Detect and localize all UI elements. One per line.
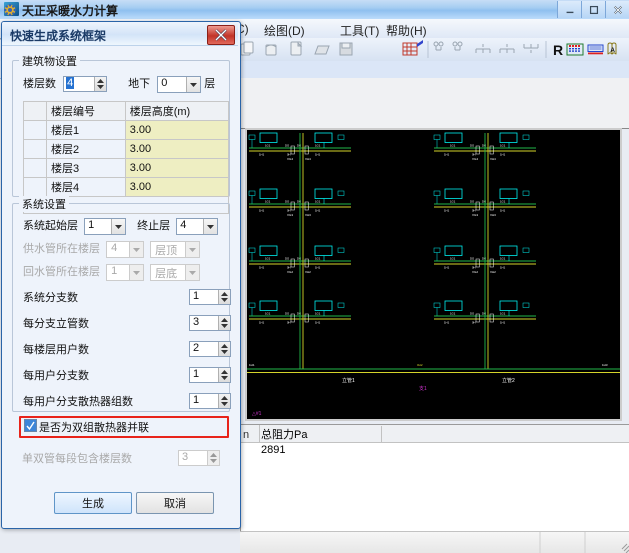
svg-text:1H1: 1H1 <box>315 266 321 270</box>
svg-text:支1: 支1 <box>419 385 427 392</box>
svg-text:0H: 0H <box>287 321 291 325</box>
svg-text:0H: 0H <box>287 209 291 213</box>
svg-text:1G1: 1G1 <box>315 144 321 148</box>
svg-text:1G1: 1G1 <box>315 200 321 204</box>
svg-text:VG3: VG3 <box>472 213 478 217</box>
svg-text:DG: DG <box>470 257 474 261</box>
svg-text:0H: 0H <box>287 153 291 157</box>
svg-text:1H1: 1H1 <box>500 321 506 325</box>
svg-text:1G1: 1G1 <box>265 144 271 148</box>
svg-text:R: R <box>553 42 563 58</box>
svg-text:1H1: 1H1 <box>444 321 450 325</box>
svg-text:1H1: 1H1 <box>500 209 506 213</box>
svg-text:DG: DG <box>482 200 486 204</box>
svg-text:1H1: 1H1 <box>315 153 321 157</box>
svg-text:VG2: VG2 <box>287 270 293 274</box>
svg-text:1H1: 1H1 <box>259 266 265 270</box>
svg-text:1H1: 1H1 <box>315 209 321 213</box>
svg-text:VH4: VH4 <box>305 157 311 161</box>
svg-text:1G1: 1G1 <box>265 312 271 316</box>
svg-text:VG4: VG4 <box>287 157 293 161</box>
svg-text:1G1: 1G1 <box>265 200 271 204</box>
svg-text:0H: 0H <box>472 209 476 213</box>
svg-text:1H1: 1H1 <box>500 153 506 157</box>
svg-text:1H1: 1H1 <box>315 321 321 325</box>
svg-text:1H1: 1H1 <box>259 153 265 157</box>
svg-text:DG: DG <box>482 312 486 316</box>
svg-text:0H: 0H <box>472 321 476 325</box>
svg-text:DG: DG <box>285 312 289 316</box>
svg-text:A: A <box>610 47 615 54</box>
svg-text:DG: DG <box>285 200 289 204</box>
svg-text:立管2: 立管2 <box>502 377 515 384</box>
svg-text:DG: DG <box>285 144 289 148</box>
svg-text:0H: 0H <box>472 266 476 270</box>
svg-text:VH3: VH3 <box>305 213 311 217</box>
svg-text:1G1: 1G1 <box>450 144 456 148</box>
svg-text:立管1: 立管1 <box>342 377 355 384</box>
svg-text:VG3: VG3 <box>287 213 293 217</box>
svg-text:1H1: 1H1 <box>444 266 450 270</box>
svg-text:1H1: 1H1 <box>259 321 265 325</box>
svg-text:△#1: △#1 <box>252 411 262 417</box>
svg-text:1G1: 1G1 <box>315 312 321 316</box>
svg-text:DG: DG <box>470 200 474 204</box>
svg-text:1H1: 1H1 <box>444 153 450 157</box>
svg-text:DG: DG <box>482 144 486 148</box>
svg-text:DG: DG <box>470 312 474 316</box>
svg-text:1G1: 1G1 <box>450 257 456 261</box>
svg-text:1G1: 1G1 <box>500 144 506 148</box>
svg-text:1G1: 1G1 <box>265 257 271 261</box>
svg-text:VG4: VG4 <box>472 157 478 161</box>
svg-text:0H2: 0H2 <box>417 363 423 367</box>
svg-text:VH2: VH2 <box>490 270 496 274</box>
svg-text:1G1: 1G1 <box>450 200 456 204</box>
svg-text:DG: DG <box>482 257 486 261</box>
svg-text:DG: DG <box>297 257 301 261</box>
svg-text:1H1: 1H1 <box>249 363 255 367</box>
svg-text:1G1: 1G1 <box>315 257 321 261</box>
svg-text:DG: DG <box>285 257 289 261</box>
svg-text:VH2: VH2 <box>305 270 311 274</box>
svg-text:1G1: 1G1 <box>500 257 506 261</box>
svg-text:1H1: 1H1 <box>259 209 265 213</box>
svg-text:VG2: VG2 <box>472 270 478 274</box>
svg-text:DG: DG <box>297 144 301 148</box>
svg-text:1G1: 1G1 <box>500 312 506 316</box>
svg-text:1H1: 1H1 <box>500 266 506 270</box>
svg-text:DG: DG <box>470 144 474 148</box>
svg-text:VH4: VH4 <box>490 157 496 161</box>
svg-text:1H1: 1H1 <box>444 209 450 213</box>
svg-text:1G1: 1G1 <box>500 200 506 204</box>
svg-text:DG: DG <box>297 312 301 316</box>
svg-text:0H: 0H <box>287 266 291 270</box>
svg-text:0H: 0H <box>472 153 476 157</box>
svg-text:1H3: 1H3 <box>602 363 608 367</box>
svg-text:VH3: VH3 <box>490 213 496 217</box>
svg-text:1G1: 1G1 <box>450 312 456 316</box>
svg-text:DG: DG <box>297 200 301 204</box>
